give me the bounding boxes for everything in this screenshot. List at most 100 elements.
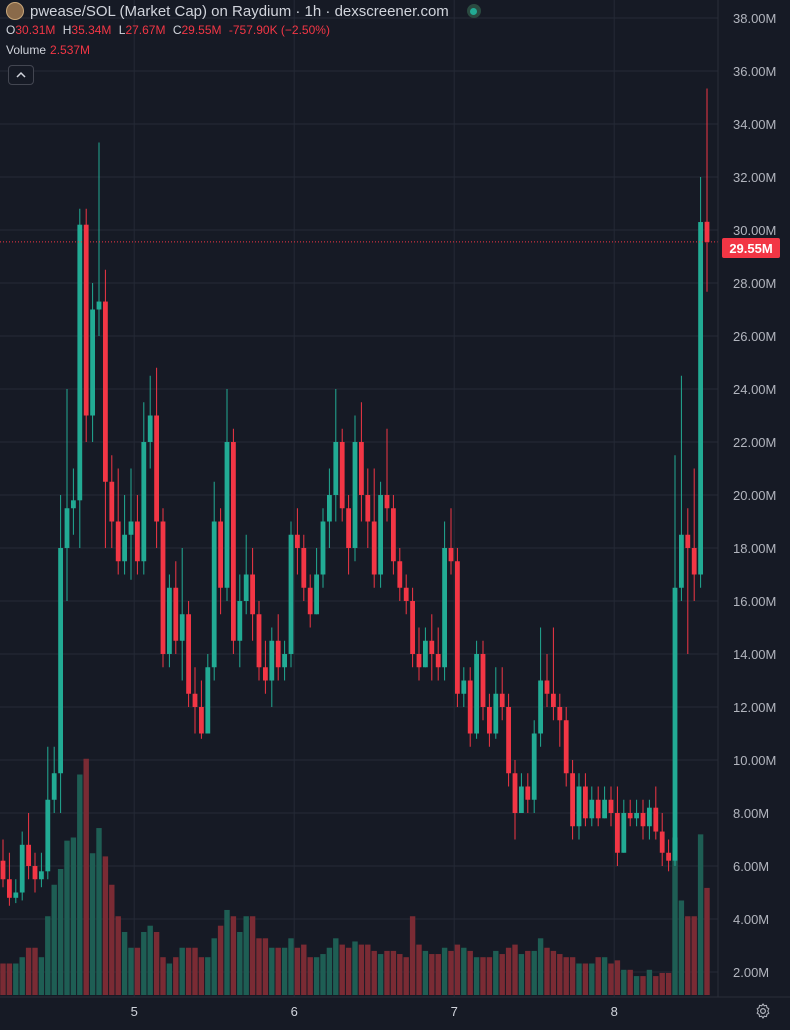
candle-body: [589, 799, 595, 819]
candle-body: [103, 301, 108, 482]
candle-body: [205, 667, 211, 734]
candle-body: [698, 222, 703, 575]
candle-body: [506, 707, 511, 774]
volume-bar: [537, 938, 544, 995]
candle-body: [423, 640, 428, 668]
volume-bar: [307, 957, 313, 995]
volume-bar: [627, 969, 633, 995]
chart-settings-button[interactable]: [752, 1000, 774, 1022]
volume-bar: [621, 969, 627, 995]
y-tick-label: 34.00M: [733, 117, 776, 132]
candle-body: [218, 521, 223, 588]
volume-bar: [601, 957, 608, 995]
volume-bar: [563, 957, 569, 995]
y-tick-label: 26.00M: [733, 329, 776, 344]
ohlc-low-value: 27.67M: [125, 23, 166, 37]
volume-bar: [89, 853, 96, 995]
candle-body: [704, 221, 710, 242]
volume-bar: [83, 758, 89, 995]
volume-bar: [6, 963, 13, 995]
volume-bar: [141, 932, 147, 995]
candle-body: [167, 587, 172, 654]
last-price-tag: 29.55M: [722, 238, 780, 258]
volume-bar: [230, 916, 237, 995]
candle-body: [371, 521, 377, 575]
volume-bar: [569, 957, 576, 995]
y-tick-label: 4.00M: [733, 912, 769, 927]
candle-body: [32, 866, 38, 880]
volume-bar: [531, 950, 537, 995]
volume-bar: [320, 954, 326, 995]
candle-body: [141, 442, 147, 562]
volume-bar: [269, 947, 275, 995]
volume-bar: [25, 947, 32, 995]
y-tick-label: 28.00M: [733, 276, 776, 291]
candle-body: [653, 807, 659, 832]
y-tick-label: 30.00M: [733, 223, 776, 238]
volume-bar: [461, 947, 467, 995]
volume-bar: [518, 954, 525, 995]
volume-bar: [422, 950, 429, 995]
volume-bar: [326, 947, 333, 995]
volume-bar: [467, 950, 473, 995]
volume-bar: [70, 837, 77, 995]
gear-icon: [756, 1003, 770, 1019]
volume-bar: [544, 947, 550, 995]
candle-body: [679, 534, 684, 588]
candle-body: [640, 813, 646, 827]
y-tick-label: 2.00M: [733, 965, 769, 980]
candle-body: [410, 601, 415, 654]
volume-bar: [13, 963, 19, 995]
candle-body: [13, 892, 19, 898]
candle-body: [391, 508, 396, 562]
volume-bar: [672, 837, 678, 995]
candle-body: [192, 693, 198, 707]
candle-body: [154, 415, 159, 522]
y-tick-label: 8.00M: [733, 806, 769, 821]
volume-bar: [397, 954, 403, 995]
candle-body: [416, 654, 422, 668]
volume-bar: [211, 938, 217, 995]
volume-bar: [371, 950, 377, 995]
candle-body: [314, 574, 319, 615]
live-status-icon: [466, 4, 481, 18]
candle-body: [359, 442, 364, 495]
candle-body: [634, 813, 639, 819]
candle-body: [467, 680, 473, 734]
y-tick-label: 6.00M: [733, 859, 769, 874]
candle-body: [691, 548, 697, 575]
volume-bar: [294, 947, 301, 995]
volume-bar: [589, 963, 595, 995]
volume-bar: [448, 950, 454, 995]
candle-body: [45, 799, 51, 872]
volume-bar: [288, 938, 294, 995]
candle-body: [243, 574, 249, 601]
candle-body: [0, 860, 6, 880]
volume-label: Volume: [6, 43, 47, 57]
volume-bar: [493, 950, 499, 995]
volume-bar: [339, 944, 345, 995]
candle-body: [128, 521, 134, 535]
candle-body: [135, 521, 140, 562]
volume-bar: [160, 957, 166, 995]
volume-bar: [653, 976, 659, 995]
candle-body: [647, 807, 652, 827]
candle-body: [435, 654, 441, 668]
y-tick-label: 32.00M: [733, 170, 776, 185]
candle-body: [378, 495, 383, 575]
y-tick-label: 14.00M: [733, 647, 776, 662]
candle-body: [39, 871, 44, 880]
volume-bar: [102, 856, 109, 995]
volume-bar: [147, 925, 153, 995]
candle-body: [448, 548, 454, 562]
candle-body: [58, 548, 63, 774]
y-tick-label: 20.00M: [733, 488, 776, 503]
chevron-up-icon: [16, 71, 26, 78]
candle-body: [64, 508, 70, 548]
collapse-legend-button[interactable]: [8, 65, 34, 85]
volume-bar: [358, 944, 365, 995]
volume-bar: [345, 947, 352, 995]
candle-body: [384, 495, 390, 509]
candle-body: [531, 733, 537, 800]
